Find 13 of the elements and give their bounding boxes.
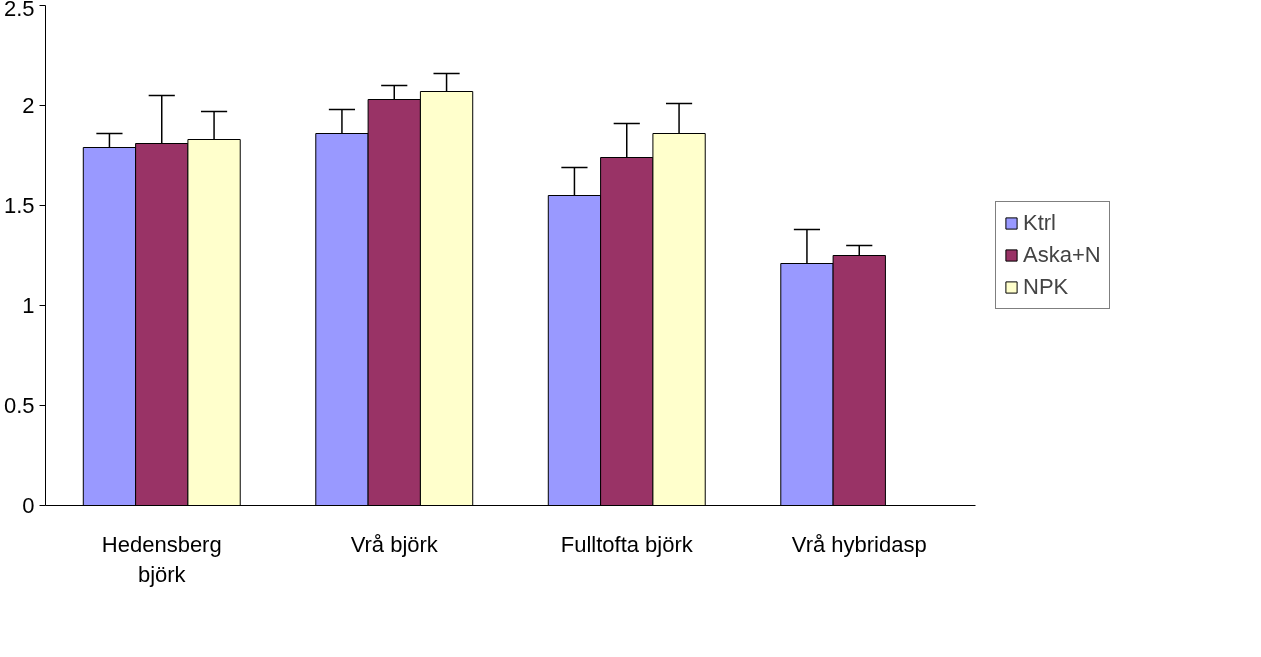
x-tick-label: Fulltofta björk [560,531,694,557]
y-tick-label: 2.5 [3,0,35,21]
x-tick-label: Vrå björk [350,531,439,557]
y-tick-label: 1.5 [3,193,35,218]
y-tick-label: 1 [22,293,35,318]
x-tick-label: Vrå hybridasp [791,531,927,557]
y-tick-label: 0.5 [3,393,35,418]
legend-label: Ktrl [1023,210,1056,236]
y-tick-label: 2 [22,93,35,118]
x-tick-label: Hedensberg björk [101,531,222,587]
y-tick-label: 0 [22,493,35,518]
legend-label: Aska+N [1023,242,1101,268]
legend-label: NPK [1023,274,1069,300]
